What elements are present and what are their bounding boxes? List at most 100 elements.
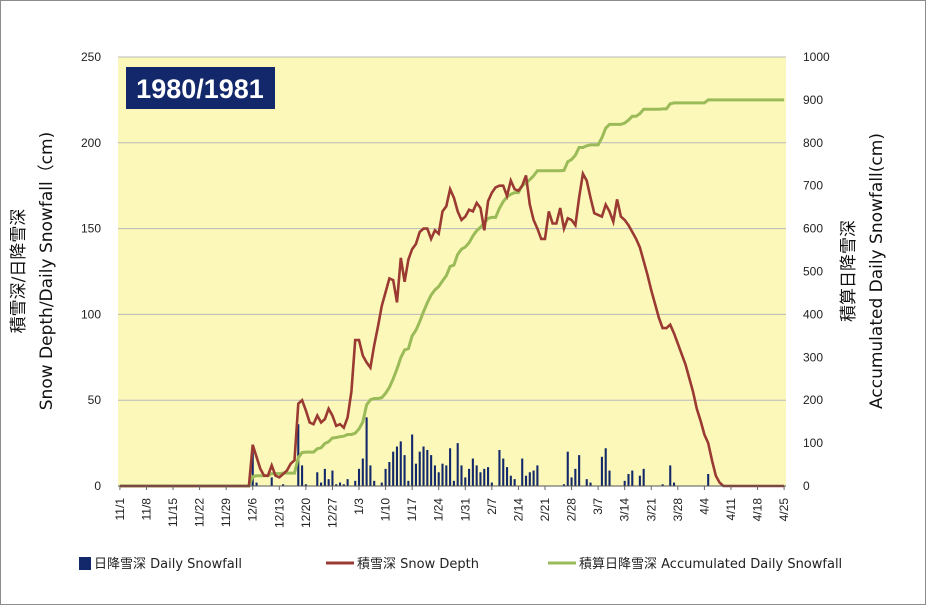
right-tick-label: 200 <box>803 393 823 407</box>
daily-snowfall-bar <box>251 448 254 486</box>
legend-label-snow-depth: 積雪深 Snow Depth <box>357 557 479 572</box>
left-tick-label: 0 <box>94 479 101 493</box>
right-tick-label: 0 <box>803 479 810 493</box>
right-tick-label: 600 <box>803 222 823 236</box>
right-tick-label: 700 <box>803 179 823 193</box>
daily-snowfall-bar <box>433 465 436 486</box>
left-tick-label: 100 <box>81 307 101 321</box>
daily-snowfall-bar <box>380 482 383 486</box>
daily-snowfall-bar <box>707 473 710 486</box>
daily-snowfall-bar <box>498 449 501 486</box>
x-tick-label: 12/20 <box>299 498 313 528</box>
right-tick-label: 1000 <box>803 50 830 64</box>
daily-snowfall-bar <box>585 479 588 486</box>
daily-snowfall-bar <box>464 477 467 486</box>
right-tick-label: 500 <box>803 265 823 279</box>
left-tick-label: 50 <box>88 393 102 407</box>
daily-snowfall-bar <box>570 477 573 486</box>
daily-snowfall-bar <box>627 473 630 486</box>
right-axis-title: 積算日降雪深 Accumulated Daily Snowfall(cm) <box>839 133 887 409</box>
daily-snowfall-bar <box>301 465 304 486</box>
daily-snowfall-bar <box>320 482 323 486</box>
daily-snowfall-bar <box>468 468 471 486</box>
daily-snowfall-bar <box>407 480 410 486</box>
daily-snowfall-bar <box>574 468 577 486</box>
daily-snowfall-bar <box>532 470 535 486</box>
daily-snowfall-bar <box>346 479 349 486</box>
daily-snowfall-bar <box>566 451 569 486</box>
x-tick-label: 1/17 <box>405 498 419 522</box>
daily-snowfall-bar <box>441 463 444 486</box>
daily-snowfall-bar <box>395 446 399 486</box>
daily-snowfall-bar <box>452 480 455 486</box>
daily-snowfall-bar <box>475 465 478 486</box>
plot-area <box>118 57 786 486</box>
daily-snowfall-bar <box>449 448 452 486</box>
x-tick-label: 4/25 <box>777 498 791 522</box>
x-tick-label: 4/4 <box>697 498 711 515</box>
daily-snowfall-bar <box>490 482 493 486</box>
daily-snowfall-bar <box>327 479 330 486</box>
daily-snowfall-bar <box>365 417 368 486</box>
daily-snowfall-bar <box>411 434 414 486</box>
left-axis-title-ja: 積雪深/日降雪深 <box>9 209 29 334</box>
daily-snowfall-bar <box>392 451 395 486</box>
x-tick-label: 2/14 <box>511 498 525 522</box>
daily-snowfall-bar <box>338 482 342 486</box>
x-tick-label: 3/14 <box>618 498 632 522</box>
daily-snowfall-bar <box>426 449 429 486</box>
daily-snowfall-bar <box>509 475 512 486</box>
x-tick-label: 11/22 <box>193 498 207 527</box>
daily-snowfall-bar <box>578 455 581 486</box>
daily-snowfall-bar <box>562 484 566 486</box>
legend-label-daily-snowfall: 日降雪深 Daily Snowfall <box>94 557 242 572</box>
season-badge <box>126 67 275 109</box>
right-tick-label: 900 <box>803 93 823 107</box>
daily-snowfall-bar <box>354 480 357 486</box>
x-tick-label: 1/31 <box>458 498 472 522</box>
daily-snowfall-bar <box>437 472 440 486</box>
daily-snowfall-bar <box>638 475 641 486</box>
x-tick-label: 12/6 <box>246 498 260 522</box>
right-axis-title-ja: 積算日降雪深 <box>839 220 859 322</box>
x-tick-label: 11/8 <box>139 498 153 521</box>
daily-snowfall-bar <box>502 458 505 486</box>
daily-snowfall-bar <box>384 468 387 486</box>
left-axis-ticks: 0 50 100 150 200 250 <box>81 50 101 493</box>
daily-snowfall-bar <box>456 443 459 486</box>
daily-snowfall-bar <box>369 465 372 486</box>
daily-snowfall-bar <box>524 475 528 486</box>
daily-snowfall-bar <box>255 482 258 486</box>
daily-snowfall-bar <box>418 451 421 486</box>
legend: 日降雪深 Daily Snowfall 積雪深 Snow Depth 積算日降雪… <box>79 557 842 572</box>
x-tick-label: 2/21 <box>538 498 552 522</box>
daily-snowfall-bar <box>342 484 345 486</box>
daily-snowfall-bar <box>623 480 626 486</box>
daily-snowfall-bar <box>483 468 486 486</box>
daily-snowfall-bar <box>414 463 417 486</box>
daily-snowfall-bar <box>631 470 634 486</box>
x-axis-ticks: 11/1 11/8 11/15 11/22 11/29 12/6 12/13 12/20 12/… <box>113 486 791 528</box>
gridlines <box>118 56 786 401</box>
daily-snowfall-bar <box>270 477 273 486</box>
right-tick-label: 100 <box>803 436 823 450</box>
left-tick-label: 150 <box>81 222 101 236</box>
daily-snowfall-bar <box>521 458 524 486</box>
x-tick-label: 1/3 <box>352 498 366 515</box>
x-tick-label: 1/24 <box>432 498 446 522</box>
daily-snowfall-bar <box>513 479 516 486</box>
daily-snowfall-bar <box>487 467 490 486</box>
daily-snowfall-bar <box>335 484 338 486</box>
daily-snowfall-bars <box>251 417 710 486</box>
left-axis-title-en: Snow Depth/Daily Snowfall（cm) <box>37 132 57 410</box>
daily-snowfall-bar <box>361 458 364 486</box>
daily-snowfall-bar <box>357 468 361 486</box>
x-tick-label: 4/11 <box>724 498 738 521</box>
legend-swatch-daily-snowfall <box>79 557 91 570</box>
daily-snowfall-bar <box>471 458 474 486</box>
daily-snowfall-bar <box>388 461 391 486</box>
left-tick-label: 200 <box>81 136 101 150</box>
daily-snowfall-bar <box>505 467 509 486</box>
x-tick-label: 11/29 <box>219 498 233 527</box>
x-tick-label: 1/10 <box>379 498 393 522</box>
